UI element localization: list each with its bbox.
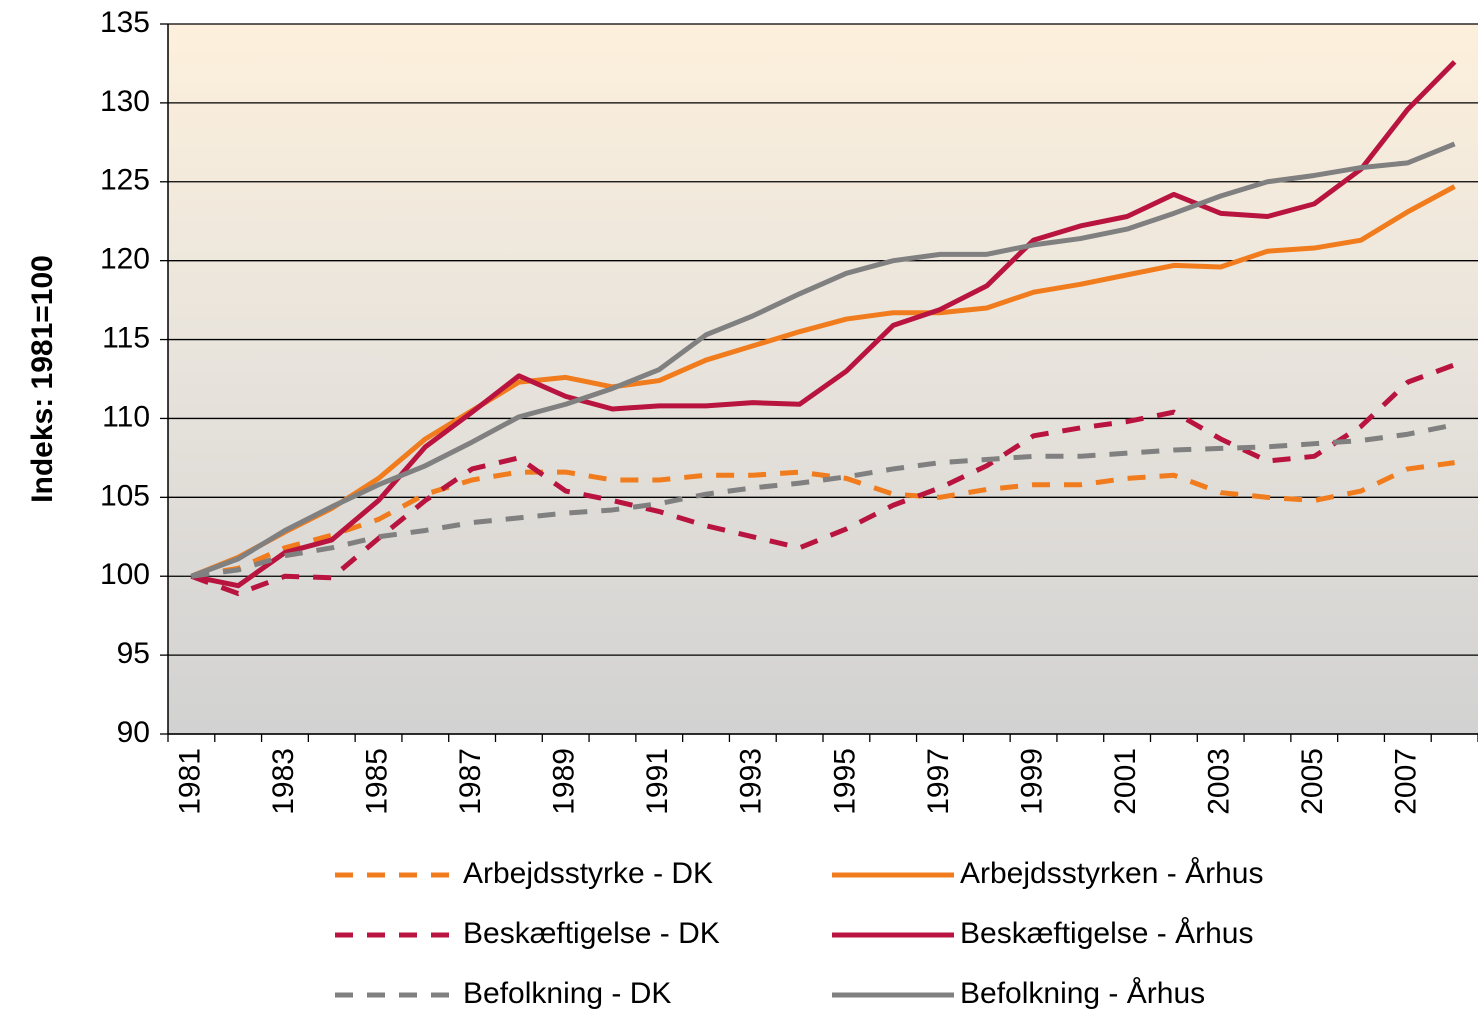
y-tick-label: 125 (100, 164, 150, 197)
x-tick-label: 2005 (1296, 748, 1329, 815)
series-line (190, 141, 1456, 579)
series-line (190, 460, 1455, 579)
legend-label: Beskæftigelse - DK (463, 917, 720, 950)
legend-label: Befolkning - DK (463, 977, 671, 1010)
y-axis-label: Indeks: 1981=100 (26, 255, 59, 503)
y-tick-label: 135 (100, 6, 150, 39)
y-tick-label: 100 (100, 558, 150, 591)
x-tick-label: 1991 (641, 748, 674, 815)
x-tick-label: 2001 (1109, 748, 1142, 815)
x-tick-label: 1993 (735, 748, 768, 815)
y-tick-label: 120 (100, 243, 150, 276)
x-tick-label: 1985 (360, 748, 393, 815)
legend-label: Befolkning - Århus (960, 977, 1205, 1010)
y-tick-label: 130 (100, 85, 150, 118)
x-tick-label: 1995 (828, 748, 861, 815)
x-tick-label: 2003 (1203, 748, 1236, 815)
y-tick-label: 115 (102, 321, 150, 354)
x-tick-label: 1981 (173, 748, 206, 815)
x-tick-label: 1983 (267, 748, 300, 815)
legend-label: Arbejdsstyrken - Århus (960, 857, 1263, 890)
series-line (190, 184, 1456, 579)
legend-label: Beskæftigelse - Århus (960, 917, 1253, 950)
x-tick-label: 1997 (922, 748, 955, 815)
x-tick-label: 1987 (454, 748, 487, 815)
y-tick-label: 90 (117, 716, 150, 749)
y-tick-label: 95 (117, 637, 150, 670)
series-line (191, 422, 1456, 579)
x-tick-label: 1989 (548, 748, 581, 815)
plot-area (168, 24, 1478, 734)
y-tick-label: 105 (100, 479, 150, 512)
x-tick-label: 2007 (1390, 748, 1423, 815)
y-tick-label: 110 (102, 400, 150, 433)
legend-label: Arbejdsstyrke - DK (463, 857, 713, 890)
x-tick-label: 1999 (1015, 748, 1048, 815)
